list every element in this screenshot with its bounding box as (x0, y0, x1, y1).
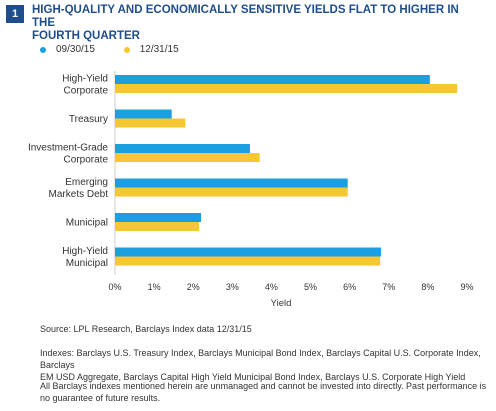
disclaimer-note-line-1: All Barclays indexes mentioned herein ar… (40, 381, 487, 391)
x-tick-label: 0% (108, 282, 121, 292)
x-tick-label: 6% (343, 282, 356, 292)
category-label-line: Corporate (64, 155, 109, 166)
x-axis-label: Yield (271, 298, 292, 309)
x-tick-label: 3% (226, 282, 239, 292)
figure-number-badge: 1 (6, 5, 24, 23)
indexes-note-line-1: Indexes: Barclays U.S. Treasury Index, B… (40, 348, 481, 370)
category-label: High-Yield Corporate (62, 74, 108, 97)
category-label-line: Investment-Grade (28, 143, 108, 154)
bar-series-2 (115, 118, 186, 128)
source-note: Source: LPL Research, Barclays Index dat… (40, 324, 252, 334)
legend-label-series-1: 09/30/15 (56, 44, 95, 55)
category-label-line: High-Yield (62, 246, 108, 257)
disclaimer-note: All Barclays indexes mentioned herein ar… (40, 380, 490, 404)
bar-series-2 (115, 153, 260, 162)
indexes-note: Indexes: Barclays U.S. Treasury Index, B… (40, 347, 490, 383)
legend-dot-icon (40, 46, 46, 53)
legend-item-series-1: 09/30/15 (40, 44, 95, 55)
bar-series-1 (115, 213, 202, 222)
x-tick-label: 4% (265, 282, 278, 292)
category-label: Municipal (66, 218, 108, 229)
category-label: Investment-Grade Corporate (28, 143, 108, 166)
bar-series-1 (115, 178, 348, 188)
category-label-line: Markets Debt (49, 189, 109, 200)
category-label: Emerging Markets Debt (49, 177, 109, 200)
category-label-line: Emerging (65, 177, 108, 188)
disclaimer-note-line-2: no guarantee of future results. (40, 393, 161, 403)
category-label-line: Corporate (64, 86, 109, 97)
chart-title: HIGH-QUALITY AND ECONOMICALLY SENSITIVE … (32, 4, 472, 43)
bar-series-1 (115, 109, 172, 119)
category-label: High-Yield Municipal (62, 246, 108, 269)
category-label-line: Municipal (66, 218, 108, 229)
bar-series-1 (115, 144, 250, 153)
category-label: Treasury (69, 114, 108, 125)
bar-series-2 (115, 187, 348, 197)
x-tick-label: 8% (421, 282, 434, 292)
legend-dot-icon (123, 46, 130, 53)
category-label-line: Municipal (66, 258, 108, 269)
indexes-note-line-2: EM USD Aggregate, Barclays Capital High … (40, 372, 466, 382)
bar-series-1 (115, 247, 381, 257)
x-tick-label: 7% (382, 282, 395, 292)
bar-series-2 (115, 256, 381, 266)
bar-series-2 (115, 222, 200, 231)
bar-series-1 (115, 75, 430, 84)
legend-label-series-2: 12/31/15 (139, 44, 179, 55)
category-label-line: Treasury (69, 114, 108, 125)
chart-title-line-2: FOURTH QUARTER (32, 30, 140, 42)
x-tick-label: 2% (187, 282, 200, 292)
legend-item-series-2: 12/31/15 (123, 44, 179, 55)
bar-series-2 (115, 84, 458, 93)
bar-chart: High-Yield CorporateTreasuryInvestment-Gr… (28, 71, 474, 309)
x-tick-label: 5% (304, 282, 317, 292)
chart-title-line-1: HIGH-QUALITY AND ECONOMICALLY SENSITIVE … (32, 4, 459, 29)
x-tick-label: 1% (148, 282, 161, 292)
x-tick-label: 9% (460, 282, 473, 292)
chart-legend: 09/30/15 12/31/15 (40, 44, 205, 56)
category-label-line: High-Yield (62, 74, 108, 85)
